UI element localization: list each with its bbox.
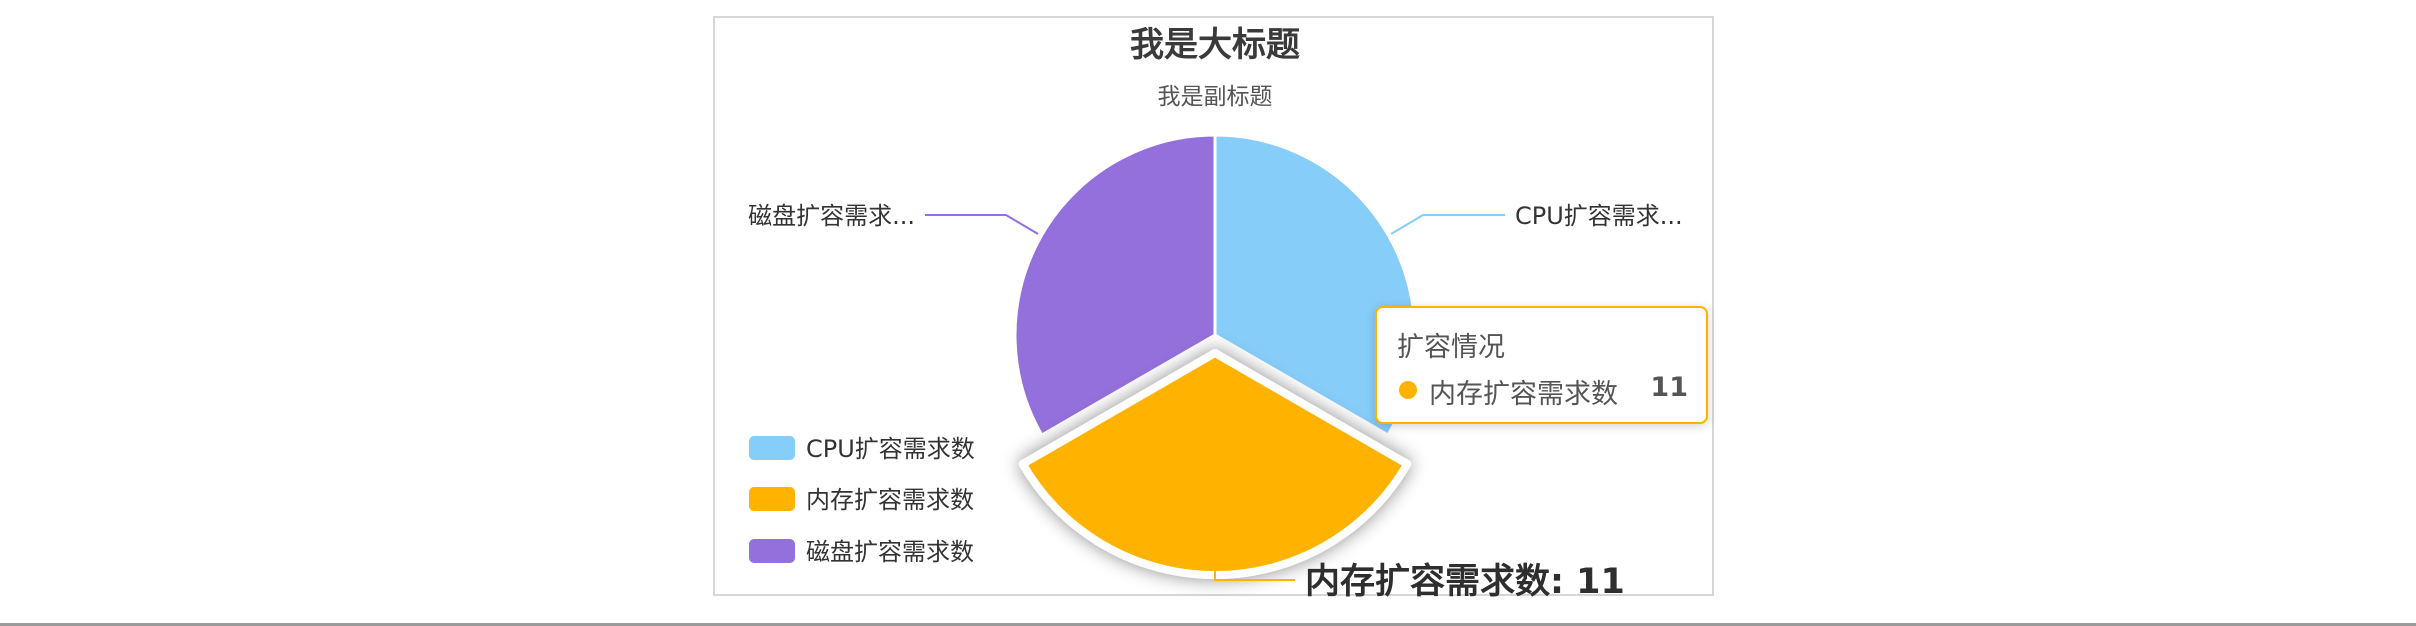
pie-slices [1013,133,1417,580]
tooltip-title: 扩容情况 [1397,332,1505,363]
legend-label-cpu[interactable]: CPU扩容需求数 [806,435,975,463]
legend-label-memory[interactable]: 内存扩容需求数 [806,486,974,514]
legend-swatch-disk[interactable] [749,539,795,563]
window-bottom-border [0,623,2416,626]
chart-subtitle: 我是副标题 [1158,84,1273,110]
tooltip: 扩容情况 内存扩容需求数 11 [1375,306,1708,424]
legend-swatch-memory[interactable] [749,487,795,511]
callout-line-cpu [1390,214,1505,235]
tooltip-series-name: 内存扩容需求数 [1429,379,1618,410]
legend-swatch-cpu[interactable] [749,436,795,460]
slice-label-cpu: CPU扩容需求... [1515,202,1683,230]
slice-label-disk: 磁盘扩容需求... [748,202,915,230]
slice-disk[interactable] [1013,133,1217,437]
tooltip-value: 11 [1650,372,1688,403]
slice-label-memory: 内存扩容需求数: 11 [1305,562,1625,602]
chart-title: 我是大标题 [1130,25,1300,65]
legend: CPU扩容需求数 内存扩容需求数 磁盘扩容需求数 [749,435,975,566]
slice-callouts [925,214,1505,581]
callout-line-disk [925,214,1039,235]
legend-label-disk[interactable]: 磁盘扩容需求数 [806,538,974,566]
callout-line-memory [1214,557,1295,581]
tooltip-marker-icon [1399,381,1417,399]
